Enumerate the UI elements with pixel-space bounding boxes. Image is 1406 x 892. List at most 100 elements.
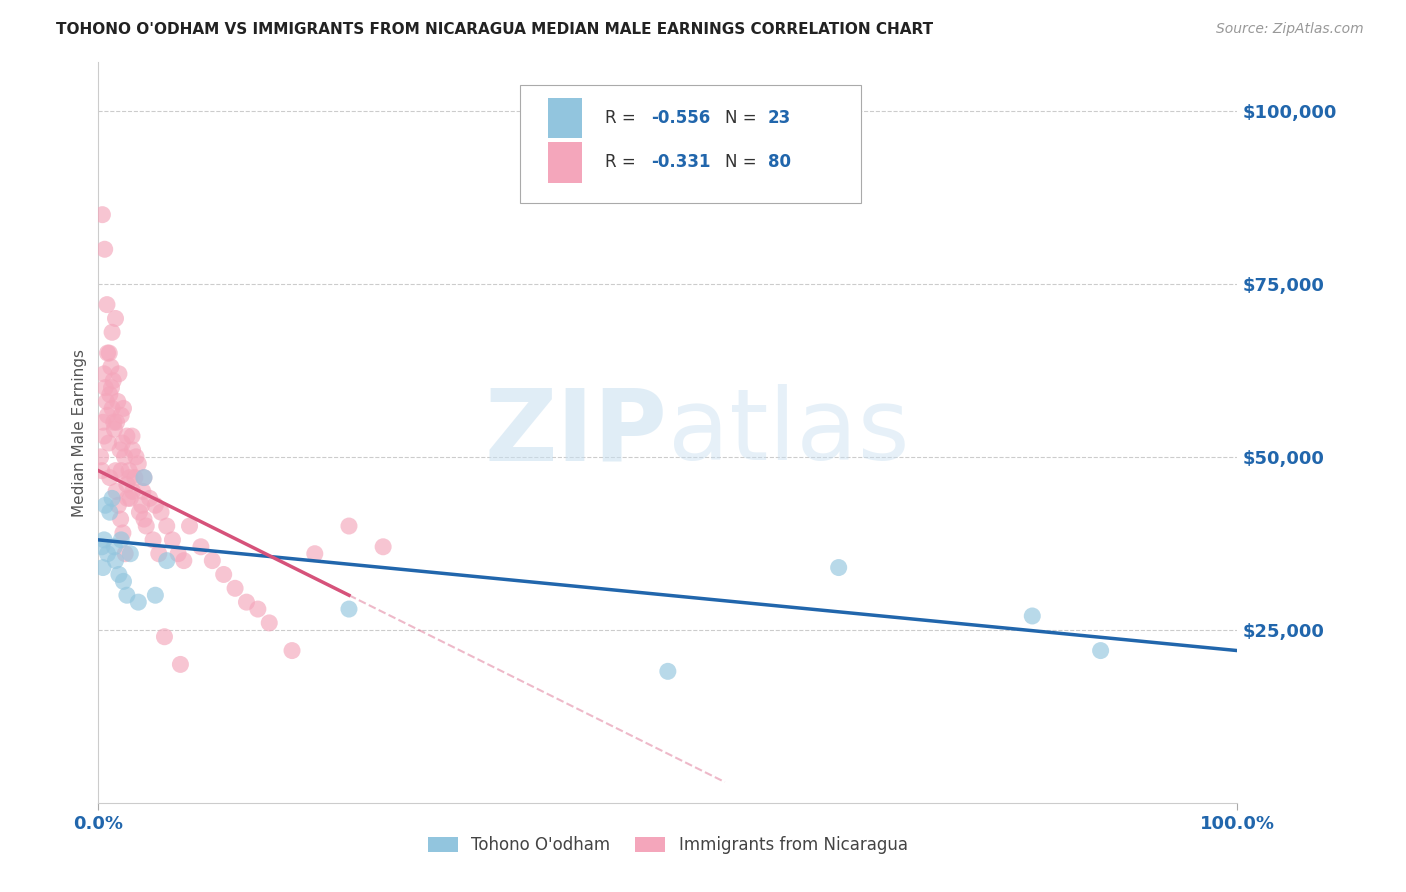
Point bbox=[118, 470, 141, 484]
Point bbox=[105, 484, 128, 499]
Point bbox=[128, 505, 150, 519]
Point bbox=[93, 429, 115, 443]
Point bbox=[371, 540, 394, 554]
Point bbox=[104, 554, 127, 568]
Point bbox=[110, 512, 132, 526]
Point bbox=[98, 470, 121, 484]
Point bbox=[135, 519, 157, 533]
Point bbox=[110, 409, 132, 423]
Point bbox=[90, 540, 112, 554]
Text: -0.331: -0.331 bbox=[651, 153, 710, 171]
Point bbox=[337, 519, 360, 533]
Point bbox=[94, 381, 117, 395]
Point bbox=[108, 567, 131, 582]
Point bbox=[132, 470, 155, 484]
Point bbox=[259, 615, 281, 630]
Point bbox=[132, 484, 155, 499]
Point bbox=[138, 491, 160, 506]
Point bbox=[98, 346, 121, 360]
Point bbox=[156, 554, 179, 568]
Point bbox=[108, 442, 131, 457]
Text: N =: N = bbox=[725, 153, 762, 171]
Point bbox=[657, 665, 679, 679]
Point bbox=[246, 602, 269, 616]
Point bbox=[132, 512, 155, 526]
Point bbox=[145, 498, 167, 512]
Point bbox=[1090, 643, 1112, 657]
Point bbox=[115, 588, 138, 602]
Point bbox=[235, 595, 257, 609]
Point bbox=[101, 401, 124, 416]
Point bbox=[281, 643, 304, 657]
Point bbox=[90, 450, 112, 464]
Point bbox=[1021, 609, 1043, 624]
Point bbox=[103, 415, 125, 429]
Point bbox=[118, 464, 141, 478]
Point bbox=[101, 491, 124, 506]
Point bbox=[101, 326, 124, 340]
Point bbox=[103, 374, 125, 388]
Point bbox=[162, 533, 184, 547]
Point bbox=[97, 436, 120, 450]
Point bbox=[121, 429, 143, 443]
Point bbox=[96, 346, 118, 360]
Point bbox=[91, 415, 114, 429]
Text: N =: N = bbox=[725, 109, 762, 127]
Point bbox=[100, 381, 122, 395]
Point bbox=[212, 567, 235, 582]
Point bbox=[173, 554, 195, 568]
Text: -0.556: -0.556 bbox=[651, 109, 710, 127]
Point bbox=[156, 519, 179, 533]
Point bbox=[179, 519, 201, 533]
Legend: Tohono O'odham, Immigrants from Nicaragua: Tohono O'odham, Immigrants from Nicaragu… bbox=[422, 830, 914, 861]
Point bbox=[91, 560, 114, 574]
Point bbox=[112, 401, 135, 416]
FancyBboxPatch shape bbox=[520, 85, 862, 203]
Point bbox=[110, 533, 132, 547]
Point bbox=[127, 457, 149, 471]
Point bbox=[96, 409, 118, 423]
Point bbox=[105, 415, 128, 429]
Point bbox=[111, 525, 134, 540]
Text: 80: 80 bbox=[768, 153, 792, 171]
Point bbox=[120, 491, 142, 506]
Point bbox=[190, 540, 212, 554]
Point bbox=[121, 442, 143, 457]
Point bbox=[103, 540, 125, 554]
Point bbox=[115, 429, 138, 443]
Point bbox=[110, 464, 132, 478]
Point bbox=[131, 498, 153, 512]
Point bbox=[167, 547, 190, 561]
Point bbox=[100, 359, 122, 374]
Point bbox=[91, 208, 114, 222]
Point bbox=[93, 533, 115, 547]
Point bbox=[107, 394, 129, 409]
Bar bbox=[548, 142, 582, 183]
Point bbox=[114, 450, 136, 464]
Text: R =: R = bbox=[605, 153, 641, 171]
Point bbox=[337, 602, 360, 616]
Text: Source: ZipAtlas.com: Source: ZipAtlas.com bbox=[1216, 22, 1364, 37]
Point bbox=[121, 484, 143, 499]
Point bbox=[114, 547, 136, 561]
Text: R =: R = bbox=[605, 109, 641, 127]
Point bbox=[90, 464, 112, 478]
Point bbox=[169, 657, 191, 672]
Point bbox=[98, 505, 121, 519]
Point bbox=[96, 547, 118, 561]
Point bbox=[98, 387, 121, 401]
Point bbox=[112, 574, 135, 589]
Point bbox=[828, 560, 851, 574]
Point bbox=[103, 422, 125, 436]
Point bbox=[93, 367, 115, 381]
Point bbox=[96, 297, 118, 311]
Point bbox=[104, 311, 127, 326]
Point bbox=[142, 533, 165, 547]
Point bbox=[111, 436, 134, 450]
Point bbox=[125, 450, 148, 464]
Text: TOHONO O'ODHAM VS IMMIGRANTS FROM NICARAGUA MEDIAN MALE EARNINGS CORRELATION CHA: TOHONO O'ODHAM VS IMMIGRANTS FROM NICARA… bbox=[56, 22, 934, 37]
Point bbox=[104, 464, 127, 478]
Point bbox=[201, 554, 224, 568]
Point bbox=[132, 470, 155, 484]
Text: atlas: atlas bbox=[668, 384, 910, 481]
